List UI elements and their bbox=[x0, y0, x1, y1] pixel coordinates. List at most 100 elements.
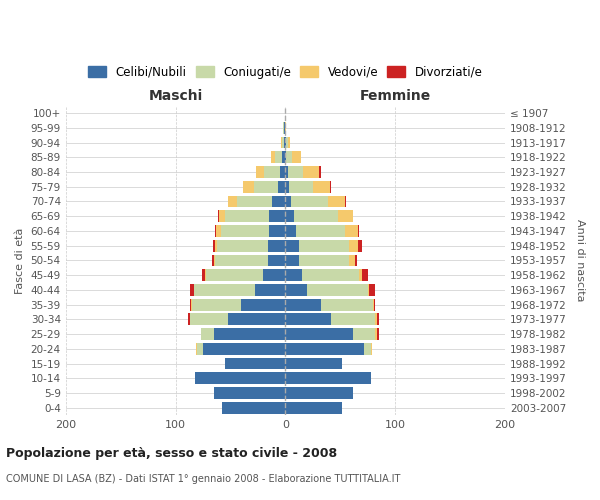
Bar bbox=[296, 225, 344, 237]
Bar bbox=[241, 298, 286, 310]
Bar bbox=[201, 328, 214, 340]
Bar bbox=[275, 152, 282, 163]
Bar bbox=[286, 166, 287, 178]
Bar bbox=[353, 328, 376, 340]
Bar bbox=[292, 152, 301, 163]
Y-axis label: Fasce di età: Fasce di età bbox=[15, 227, 25, 294]
Bar bbox=[286, 181, 289, 192]
Bar bbox=[217, 240, 268, 252]
Bar bbox=[254, 181, 278, 192]
Bar bbox=[190, 284, 194, 296]
Bar bbox=[344, 196, 346, 207]
Bar bbox=[299, 254, 349, 266]
Bar bbox=[307, 284, 368, 296]
Text: Popolazione per età, sesso e stato civile - 2008: Popolazione per età, sesso e stato civil… bbox=[6, 448, 337, 460]
Bar bbox=[286, 314, 331, 326]
Bar bbox=[286, 402, 343, 413]
Bar bbox=[280, 166, 286, 178]
Bar bbox=[268, 240, 286, 252]
Bar bbox=[287, 136, 290, 148]
Bar bbox=[286, 284, 307, 296]
Bar bbox=[237, 196, 272, 207]
Bar bbox=[228, 196, 237, 207]
Bar bbox=[188, 314, 190, 326]
Bar bbox=[313, 181, 331, 192]
Bar bbox=[215, 225, 216, 237]
Bar bbox=[194, 284, 254, 296]
Bar bbox=[286, 270, 302, 281]
Bar bbox=[214, 387, 286, 399]
Bar bbox=[282, 152, 286, 163]
Bar bbox=[377, 314, 379, 326]
Bar bbox=[371, 343, 372, 354]
Bar bbox=[359, 270, 362, 281]
Bar bbox=[286, 210, 294, 222]
Bar bbox=[272, 196, 286, 207]
Bar bbox=[320, 298, 373, 310]
Bar bbox=[212, 254, 214, 266]
Bar bbox=[294, 210, 338, 222]
Bar bbox=[202, 270, 205, 281]
Bar bbox=[283, 122, 284, 134]
Bar bbox=[281, 136, 282, 148]
Bar bbox=[190, 314, 228, 326]
Bar bbox=[269, 225, 286, 237]
Bar bbox=[373, 298, 374, 310]
Bar bbox=[286, 152, 292, 163]
Bar bbox=[303, 166, 319, 178]
Bar bbox=[286, 136, 287, 148]
Bar bbox=[282, 136, 284, 148]
Bar bbox=[291, 196, 328, 207]
Bar bbox=[349, 254, 355, 266]
Bar bbox=[286, 196, 291, 207]
Bar bbox=[302, 270, 359, 281]
Bar bbox=[284, 122, 286, 134]
Bar bbox=[286, 372, 371, 384]
Bar bbox=[213, 240, 215, 252]
Bar bbox=[331, 314, 376, 326]
Bar bbox=[374, 298, 376, 310]
Bar bbox=[286, 225, 296, 237]
Bar bbox=[190, 298, 191, 310]
Bar bbox=[286, 343, 364, 354]
Bar bbox=[286, 254, 299, 266]
Bar bbox=[369, 284, 376, 296]
Bar bbox=[368, 284, 369, 296]
Bar bbox=[268, 254, 286, 266]
Bar bbox=[228, 314, 286, 326]
Bar bbox=[216, 225, 221, 237]
Bar bbox=[376, 314, 377, 326]
Text: Maschi: Maschi bbox=[148, 88, 203, 102]
Bar bbox=[203, 343, 286, 354]
Bar bbox=[284, 136, 286, 148]
Bar bbox=[242, 181, 254, 192]
Bar bbox=[197, 343, 203, 354]
Bar bbox=[299, 240, 349, 252]
Bar bbox=[225, 210, 269, 222]
Bar bbox=[256, 166, 265, 178]
Bar bbox=[289, 181, 313, 192]
Bar bbox=[196, 343, 197, 354]
Bar bbox=[271, 152, 275, 163]
Bar bbox=[278, 181, 286, 192]
Text: Femmine: Femmine bbox=[359, 88, 431, 102]
Text: COMUNE DI LASA (BZ) - Dati ISTAT 1° gennaio 2008 - Elaborazione TUTTITALIA.IT: COMUNE DI LASA (BZ) - Dati ISTAT 1° genn… bbox=[6, 474, 400, 484]
Bar bbox=[191, 298, 192, 310]
Bar bbox=[338, 210, 353, 222]
Bar bbox=[286, 328, 353, 340]
Bar bbox=[358, 225, 359, 237]
Bar bbox=[221, 225, 269, 237]
Bar bbox=[215, 254, 268, 266]
Bar bbox=[287, 166, 303, 178]
Bar bbox=[215, 240, 217, 252]
Bar bbox=[328, 196, 344, 207]
Bar bbox=[358, 240, 362, 252]
Bar bbox=[265, 166, 280, 178]
Bar bbox=[362, 270, 368, 281]
Bar bbox=[218, 210, 220, 222]
Bar bbox=[286, 298, 320, 310]
Y-axis label: Anni di nascita: Anni di nascita bbox=[575, 219, 585, 302]
Bar bbox=[225, 358, 286, 370]
Bar bbox=[349, 240, 358, 252]
Bar bbox=[221, 402, 286, 413]
